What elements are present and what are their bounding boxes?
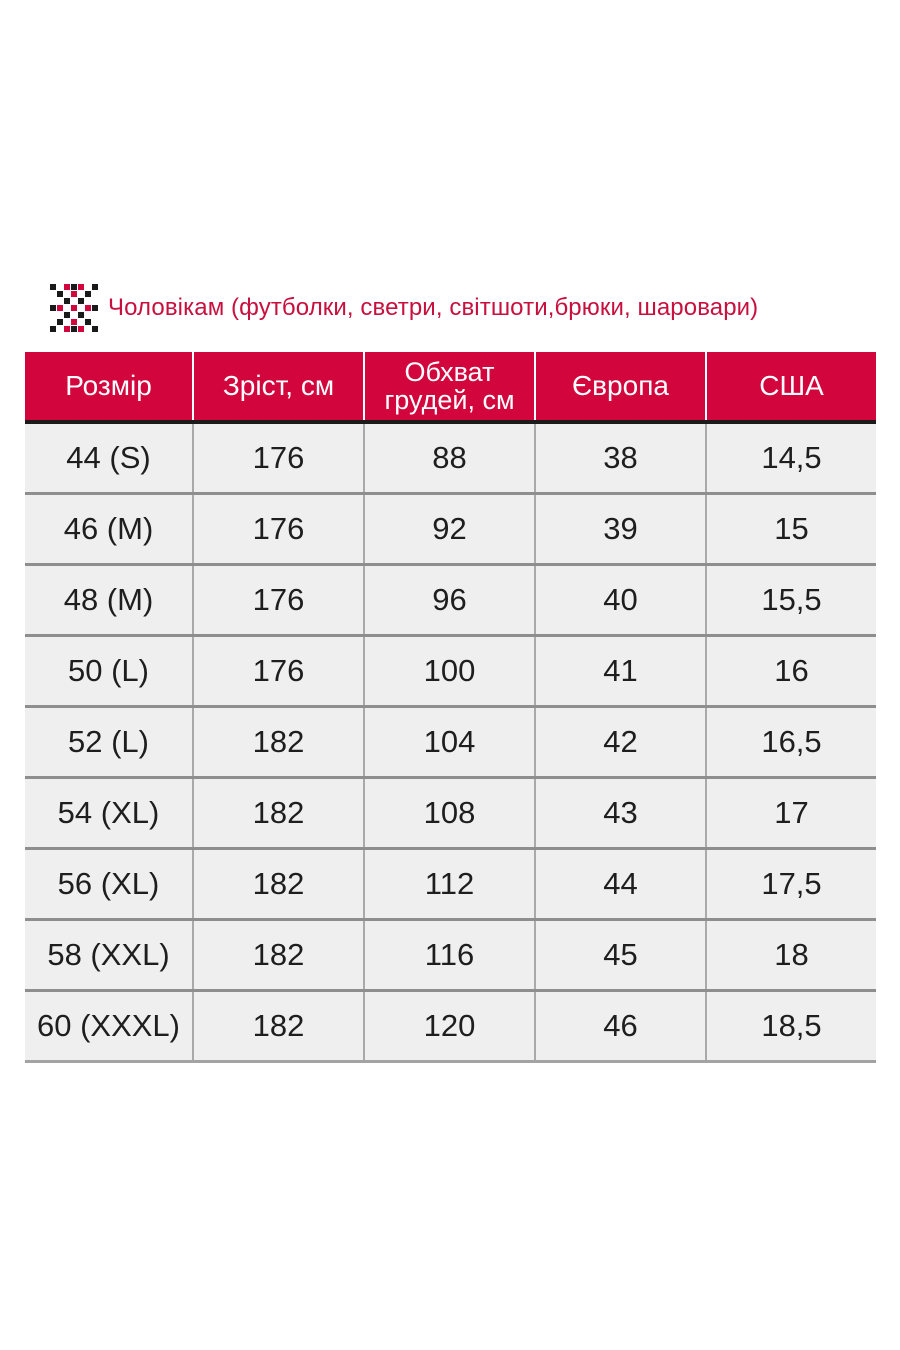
- table-row: 48 (M) 176 96 40 15,5: [25, 564, 876, 637]
- cell-height: 182: [192, 777, 364, 850]
- cell-chest: 112: [363, 848, 535, 921]
- cell-height: 176: [192, 564, 364, 637]
- header-chest: Обхват грудей, см: [363, 352, 535, 424]
- cell-height: 176: [192, 635, 364, 708]
- cell-usa: 15: [705, 493, 876, 566]
- embroidery-ornament-icon: [50, 284, 98, 332]
- table-row: 52 (L) 182 104 42 16,5: [25, 706, 876, 779]
- table-row: 58 (XXL) 182 116 45 18: [25, 919, 876, 992]
- table-header-row: Розмір Зріст, см Обхват грудей, см Європ…: [25, 352, 876, 424]
- cell-size: 58 (XXL): [25, 919, 193, 992]
- cell-height: 176: [192, 493, 364, 566]
- header-height: Зріст, см: [192, 352, 364, 424]
- cell-chest: 100: [363, 635, 535, 708]
- cell-europe: 46: [534, 990, 706, 1063]
- cell-usa: 16,5: [705, 706, 876, 779]
- cell-height: 182: [192, 706, 364, 779]
- cell-size: 54 (XL): [25, 777, 193, 850]
- table-row: 44 (S) 176 88 38 14,5: [25, 422, 876, 495]
- cell-size: 50 (L): [25, 635, 193, 708]
- cell-europe: 44: [534, 848, 706, 921]
- header-usa: США: [705, 352, 876, 424]
- cell-chest: 92: [363, 493, 535, 566]
- cell-europe: 38: [534, 422, 706, 495]
- cell-usa: 17,5: [705, 848, 876, 921]
- cell-size: 48 (M): [25, 564, 193, 637]
- cell-height: 182: [192, 990, 364, 1063]
- size-chart-title: Чоловікам (футболки, светри, світшоти,бр…: [108, 294, 759, 321]
- cell-height: 182: [192, 848, 364, 921]
- cell-size: 46 (M): [25, 493, 193, 566]
- cell-europe: 41: [534, 635, 706, 708]
- table-row: 46 (M) 176 92 39 15: [25, 493, 876, 566]
- cell-europe: 40: [534, 564, 706, 637]
- cell-size: 60 (XXXL): [25, 990, 193, 1063]
- header-chest-line1: Обхват: [404, 356, 495, 387]
- chart-title-row: Чоловікам (футболки, светри, світшоти,бр…: [50, 284, 758, 332]
- table-row: 54 (XL) 182 108 43 17: [25, 777, 876, 850]
- cell-height: 176: [192, 422, 364, 495]
- cell-size: 52 (L): [25, 706, 193, 779]
- cell-chest: 88: [363, 422, 535, 495]
- size-table: Розмір Зріст, см Обхват грудей, см Європ…: [25, 352, 876, 1063]
- table-row: 50 (L) 176 100 41 16: [25, 635, 876, 708]
- cell-height: 182: [192, 919, 364, 992]
- cell-europe: 45: [534, 919, 706, 992]
- table-row: 60 (XXXL) 182 120 46 18,5: [25, 990, 876, 1063]
- cell-chest: 120: [363, 990, 535, 1063]
- cell-europe: 42: [534, 706, 706, 779]
- cell-usa: 14,5: [705, 422, 876, 495]
- cell-usa: 18,5: [705, 990, 876, 1063]
- cell-usa: 18: [705, 919, 876, 992]
- cell-size: 56 (XL): [25, 848, 193, 921]
- cell-usa: 16: [705, 635, 876, 708]
- cell-chest: 116: [363, 919, 535, 992]
- cell-usa: 15,5: [705, 564, 876, 637]
- header-chest-line2: грудей, см: [384, 384, 515, 415]
- cell-chest: 96: [363, 564, 535, 637]
- cell-chest: 108: [363, 777, 535, 850]
- cell-size: 44 (S): [25, 422, 193, 495]
- header-europe: Європа: [534, 352, 706, 424]
- cell-usa: 17: [705, 777, 876, 850]
- header-size: Розмір: [25, 352, 193, 424]
- cell-chest: 104: [363, 706, 535, 779]
- cell-europe: 43: [534, 777, 706, 850]
- cell-europe: 39: [534, 493, 706, 566]
- table-row: 56 (XL) 182 112 44 17,5: [25, 848, 876, 921]
